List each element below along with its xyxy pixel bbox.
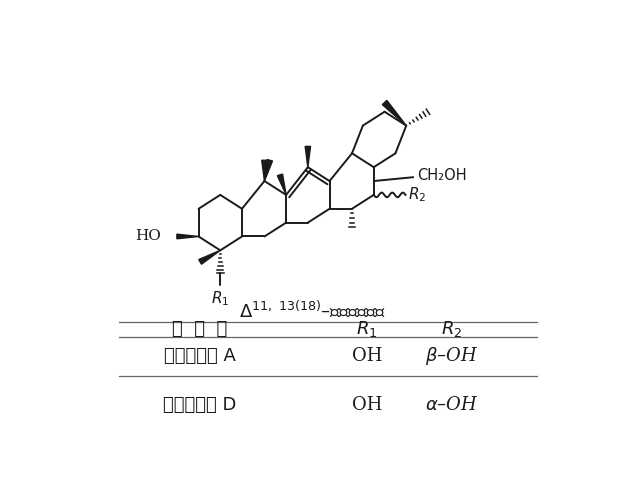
Polygon shape (277, 174, 286, 195)
Polygon shape (262, 160, 267, 181)
Polygon shape (264, 160, 273, 181)
Polygon shape (305, 147, 310, 167)
Text: 化  合  物: 化 合 物 (173, 320, 228, 338)
Text: $R_1$: $R_1$ (356, 319, 378, 339)
Text: OH: OH (351, 396, 382, 414)
Polygon shape (177, 234, 198, 239)
Text: 柴胡皂苷元 D: 柴胡皂苷元 D (163, 396, 237, 414)
Polygon shape (199, 250, 220, 264)
Text: $\Delta^{11,\ 13(18)}$–齐墩果二烯型: $\Delta^{11,\ 13(18)}$–齐墩果二烯型 (239, 300, 386, 321)
Text: OH: OH (351, 347, 382, 365)
Text: HO: HO (136, 229, 161, 243)
Text: $R_2$: $R_2$ (408, 186, 426, 204)
Text: $\alpha$–OH: $\alpha$–OH (425, 396, 479, 414)
Text: $\beta$–OH: $\beta$–OH (426, 345, 479, 367)
Text: $R_1$: $R_1$ (211, 289, 229, 308)
Polygon shape (382, 100, 406, 126)
Text: 柴胡皂苷元 A: 柴胡皂苷元 A (164, 347, 236, 365)
Text: $R_2$: $R_2$ (442, 319, 463, 339)
Text: CH₂OH: CH₂OH (417, 168, 467, 183)
